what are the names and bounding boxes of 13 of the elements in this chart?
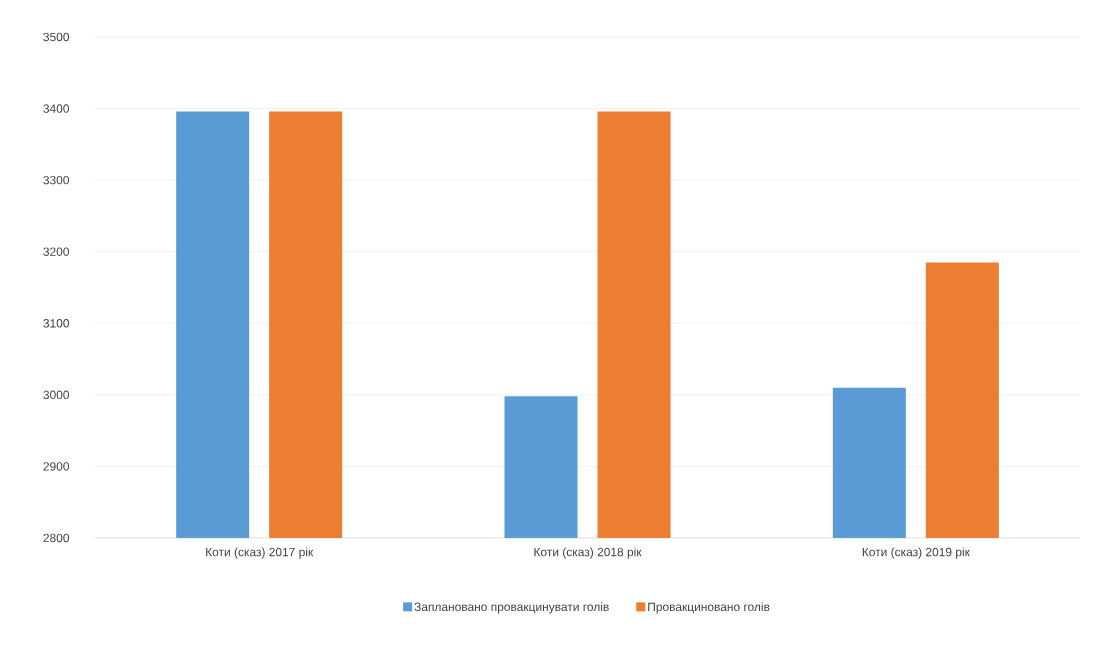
x-tick-label: Коти (сказ) 2019 рік (862, 547, 970, 559)
legend-label: Заплановано провакцинувати голів (414, 602, 609, 614)
y-tick-label: 3000 (43, 390, 70, 400)
y-tick-label: 3300 (43, 175, 70, 185)
y-tick-label: 2800 (43, 533, 70, 543)
y-tick-label: 3200 (43, 247, 70, 256)
y-tick-label: 3500 (43, 32, 70, 42)
x-tick-label: Коти (сказ) 2017 рік (206, 547, 314, 559)
y-tick-label: 3400 (43, 104, 70, 113)
y-tick-label: 2900 (43, 462, 70, 471)
y-tick-label: 3100 (43, 319, 70, 328)
x-tick-label: Коти (сказ) 2018 рік (534, 547, 642, 559)
legend-label: Провакциновано голів (648, 602, 770, 614)
